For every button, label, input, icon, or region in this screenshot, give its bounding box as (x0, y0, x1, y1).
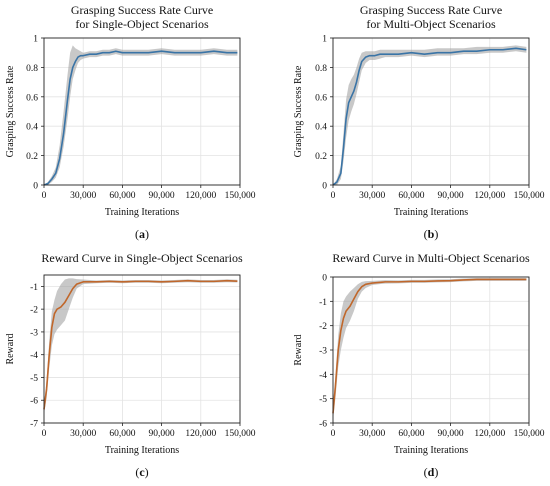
chart-title-line: for Multi-Object Scenarios (366, 17, 496, 31)
x-tick-label: 90,000 (438, 429, 464, 439)
series-line (43, 50, 238, 186)
y-axis-label: Grasping Success Rate (5, 65, 16, 157)
chart-title-line: Grasping Success Rate Curve (71, 3, 213, 17)
confidence-band (333, 45, 527, 185)
x-axis-label: Training Iterations (105, 445, 179, 456)
y-tick-label: 0.6 (315, 93, 327, 103)
x-tick-label: 0 (42, 191, 47, 201)
y-tick-label: -4 (30, 351, 38, 361)
y-tick-label: 1 (322, 35, 327, 45)
y-axis-label: Reward (5, 333, 16, 364)
x-tick-label: 60,000 (398, 429, 424, 439)
x-tick-label: 30,000 (70, 429, 96, 439)
y-axis-label: Reward (293, 334, 304, 365)
x-tick-label: 30,000 (70, 191, 96, 201)
y-tick-label: -2 (30, 306, 38, 316)
x-tick-label: 120,000 (474, 429, 505, 439)
y-axis-label: Grasping Success Rate (293, 65, 304, 157)
chart-title-line: Grasping Success Rate Curve (360, 3, 502, 17)
y-tick-label: 0 (322, 182, 327, 192)
y-tick-label: 0.8 (26, 64, 38, 74)
x-tick-label: 150,000 (514, 191, 545, 201)
x-tick-label: 150,000 (225, 191, 256, 201)
y-tick-label: -4 (319, 371, 327, 381)
series-line (43, 279, 238, 410)
y-tick-label: -6 (30, 397, 38, 407)
x-tick-label: 60,000 (109, 429, 135, 439)
x-tick-label: 150,000 (225, 429, 256, 439)
chart-title-line: Reward Curve in Multi-Object Scenarios (332, 251, 530, 265)
series-line (332, 47, 527, 186)
y-tick-label: 0.4 (26, 123, 38, 133)
y-tick-label: 1 (33, 35, 38, 45)
x-axis-label: Training Iterations (394, 207, 468, 218)
confidence-band (44, 278, 238, 414)
panel-letter: b (428, 227, 435, 241)
x-tick-label: 90,000 (149, 191, 175, 201)
x-tick-label: 90,000 (438, 191, 464, 201)
y-tick-label: -3 (30, 328, 38, 338)
y-tick-label: 0.2 (26, 152, 38, 162)
chart-panel-d: Reward Curve in Multi-Object Scenarios 0 3… (293, 251, 545, 479)
x-tick-label: 150,000 (514, 429, 545, 439)
x-tick-label: 60,000 (109, 191, 135, 201)
y-tick-label: 0.6 (26, 93, 38, 103)
y-tick-label: -2 (319, 322, 327, 332)
panel-letter: d (428, 465, 435, 479)
x-tick-label: 120,000 (474, 191, 505, 201)
x-tick-label: 60,000 (398, 191, 424, 201)
panel-letter: a (139, 227, 145, 241)
x-tick-label: 90,000 (149, 429, 175, 439)
y-tick-label: -3 (319, 347, 327, 357)
panel-letter-label: (c) (135, 465, 148, 479)
plot-frame (43, 274, 241, 424)
chart-panel-c: Reward Curve in Single-Object Scenarios 0… (5, 251, 256, 479)
y-tick-label: -5 (30, 374, 38, 384)
y-tick-label: -5 (319, 395, 327, 405)
y-tick-label: 0.8 (315, 64, 327, 74)
panel-letter-label: (b) (424, 227, 439, 241)
x-tick-label: 30,000 (359, 191, 385, 201)
x-tick-label: 0 (42, 429, 47, 439)
x-axis-label: Training Iterations (394, 445, 468, 456)
panel-letter-label: (d) (424, 465, 439, 479)
x-tick-label: 120,000 (185, 429, 216, 439)
confidence-band (333, 277, 527, 421)
x-tick-label: 0 (331, 429, 336, 439)
x-tick-label: 0 (331, 191, 336, 201)
x-axis-label: Training Iterations (105, 207, 179, 218)
panel-letter-label: (a) (135, 227, 149, 241)
y-tick-label: -7 (30, 420, 38, 430)
y-tick-label: 0 (33, 182, 38, 192)
plot-frame (332, 37, 530, 186)
y-tick-label: -1 (30, 283, 38, 293)
x-tick-label: 30,000 (359, 429, 385, 439)
plot-frame (43, 37, 241, 186)
chart-title-line: Reward Curve in Single-Object Scenarios (41, 251, 243, 265)
y-tick-label: 0 (322, 274, 327, 284)
x-tick-label: 120,000 (185, 191, 216, 201)
y-tick-label: -6 (319, 420, 327, 430)
series-line (332, 278, 527, 414)
chart-title-line: for Single-Object Scenarios (75, 17, 209, 31)
y-tick-label: 0.2 (315, 152, 327, 162)
y-tick-label: 0.4 (315, 123, 327, 133)
panel-letter: c (139, 465, 145, 479)
y-tick-label: -1 (319, 298, 327, 308)
